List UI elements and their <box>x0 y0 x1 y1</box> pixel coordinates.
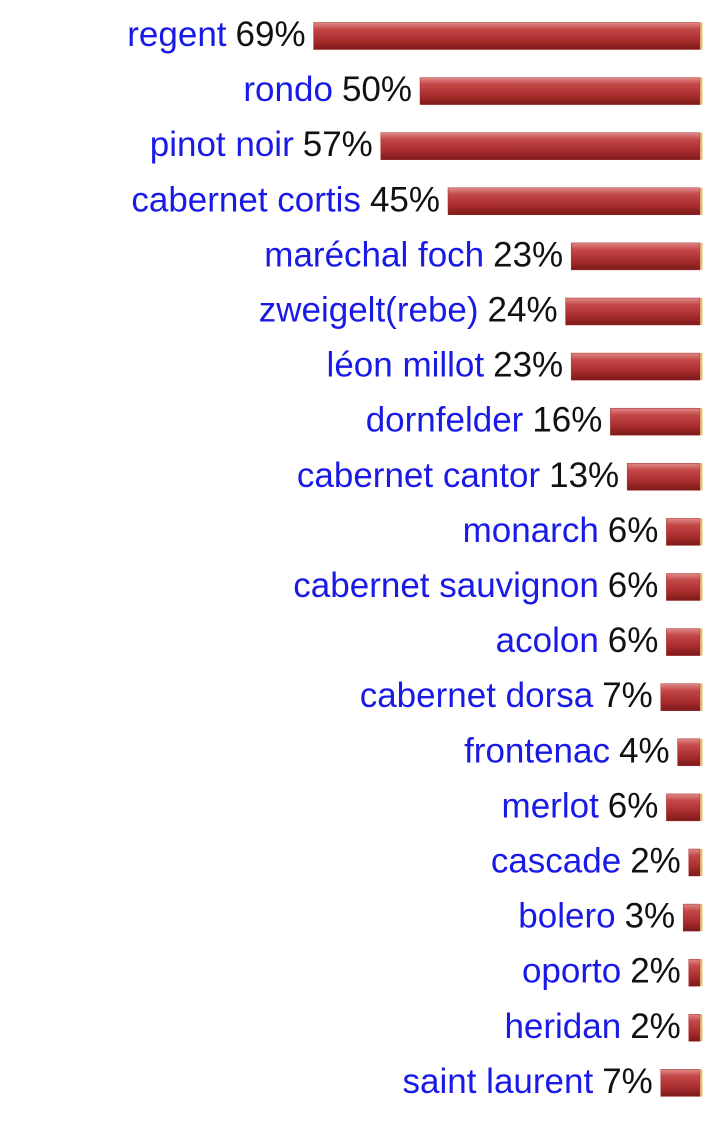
bar-label: cabernet sauvignon 6% <box>293 566 658 605</box>
value-label: 6% <box>608 566 659 605</box>
bar <box>660 683 701 711</box>
bar <box>565 297 701 326</box>
bar <box>570 352 701 381</box>
category-label: maréchal foch <box>264 236 484 275</box>
category-label: pinot noir <box>150 125 294 164</box>
category-label: cascade <box>491 842 621 881</box>
bar <box>688 958 701 987</box>
value-label: 45% <box>370 181 440 220</box>
value-label: 16% <box>532 401 602 440</box>
bar-label: regent 69% <box>127 15 305 54</box>
value-label: 3% <box>625 897 676 936</box>
bar <box>666 518 701 546</box>
bar <box>660 1069 701 1097</box>
bar <box>419 77 701 105</box>
category-label: frontenac <box>464 732 610 771</box>
bar-label: bolero 3% <box>518 897 675 936</box>
bar <box>677 738 701 767</box>
category-label: dornfelder <box>366 401 524 440</box>
bar <box>682 903 701 932</box>
value-label: 7% <box>602 676 653 715</box>
bar <box>313 22 701 50</box>
bar-label: cabernet cortis 45% <box>131 181 440 220</box>
bar-label: cabernet cantor 13% <box>297 456 619 495</box>
value-label: 6% <box>608 787 659 826</box>
bar <box>626 463 701 491</box>
value-label: 2% <box>630 952 681 991</box>
bar-label: rondo 50% <box>243 70 412 109</box>
bar-label: frontenac 4% <box>464 732 670 771</box>
value-label: 50% <box>342 70 412 109</box>
category-label: cabernet dorsa <box>360 676 594 715</box>
category-label: léon millot <box>327 346 485 385</box>
bar <box>447 187 701 216</box>
value-label: 23% <box>493 346 563 385</box>
bar <box>570 242 701 271</box>
bar <box>610 407 701 436</box>
value-label: 13% <box>549 456 619 495</box>
category-label: cabernet cantor <box>297 456 541 495</box>
bar-label: monarch 6% <box>463 511 659 550</box>
value-label: 6% <box>608 621 659 660</box>
bar <box>688 848 701 877</box>
bar <box>688 1014 701 1042</box>
bar-label: cascade 2% <box>491 842 681 881</box>
bar-label: pinot noir 57% <box>150 125 373 164</box>
value-label: 7% <box>602 1062 653 1101</box>
value-label: 6% <box>608 511 659 550</box>
value-label: 23% <box>493 236 563 275</box>
category-label: cabernet cortis <box>131 181 361 220</box>
category-label: regent <box>127 15 227 54</box>
bar-label: dornfelder 16% <box>366 401 603 440</box>
bar <box>666 573 701 601</box>
bar-label: léon millot 23% <box>327 346 564 385</box>
value-label: 24% <box>488 291 558 330</box>
category-label: saint laurent <box>403 1062 594 1101</box>
bar-label: oporto 2% <box>522 952 681 991</box>
bar-label: acolon 6% <box>496 621 659 660</box>
category-label: monarch <box>463 511 599 550</box>
category-label: zweigelt(rebe) <box>259 291 479 330</box>
bar-label: cabernet dorsa 7% <box>360 676 653 715</box>
category-label: rondo <box>243 70 333 109</box>
category-label: merlot <box>502 787 600 826</box>
category-label: acolon <box>496 621 599 660</box>
bar <box>666 793 701 822</box>
category-label: oporto <box>522 952 621 991</box>
bar-label: zweigelt(rebe) 24% <box>259 291 558 330</box>
value-label: 2% <box>630 1007 681 1046</box>
bar-label: merlot 6% <box>502 787 659 826</box>
bar-label: heridan 2% <box>504 1007 680 1046</box>
category-label: cabernet sauvignon <box>293 566 599 605</box>
bar-label: maréchal foch 23% <box>264 236 563 275</box>
bar <box>666 628 701 656</box>
category-label: heridan <box>504 1007 621 1046</box>
value-label: 57% <box>303 125 373 164</box>
value-label: 2% <box>630 842 681 881</box>
bar-label: saint laurent 7% <box>403 1062 653 1101</box>
category-label: bolero <box>518 897 615 936</box>
bar <box>380 132 701 160</box>
value-label: 4% <box>619 732 670 771</box>
value-label: 69% <box>236 15 306 54</box>
